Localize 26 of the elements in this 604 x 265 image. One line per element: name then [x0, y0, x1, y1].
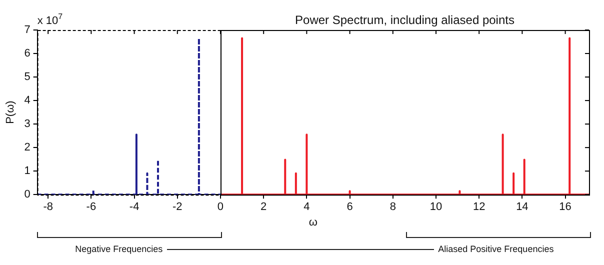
y-tick-label: 4	[24, 94, 30, 107]
x-tick-label: 8	[390, 201, 396, 214]
x-tick-label: 2	[260, 201, 267, 214]
y-tick-label: 0	[24, 188, 30, 201]
x-tick-label: 4	[304, 201, 310, 214]
x-tick-label: 14	[516, 201, 528, 214]
x-tick-label: 16	[559, 201, 572, 214]
y-tick-label: 1	[24, 165, 30, 178]
y-tick-label: 6	[24, 48, 30, 60]
y-tick-label: 5	[24, 71, 30, 84]
y-tick-label: 3	[24, 118, 30, 130]
x-axis-title: ω	[308, 216, 318, 228]
y-tick-label: 2	[24, 142, 30, 154]
text: Aliased Positive Frequencies	[438, 244, 554, 254]
y-tick-label: 7	[24, 24, 30, 36]
chart-title: Power Spectrum, including aliased points	[295, 13, 514, 27]
text: Negative Frequencies	[75, 244, 164, 254]
x-tick-label: 10	[430, 201, 442, 214]
x-tick-label: -2	[172, 201, 182, 214]
x-tick-label: 6	[346, 201, 353, 214]
x-tick-label: -8	[43, 201, 53, 214]
x-tick-label: 12	[472, 201, 486, 214]
y-axis-title: P(ω)	[4, 100, 17, 124]
x-tick-label: -4	[129, 201, 140, 214]
x-tick-label: -6	[86, 201, 96, 214]
x-tick-label: 0	[217, 201, 224, 214]
